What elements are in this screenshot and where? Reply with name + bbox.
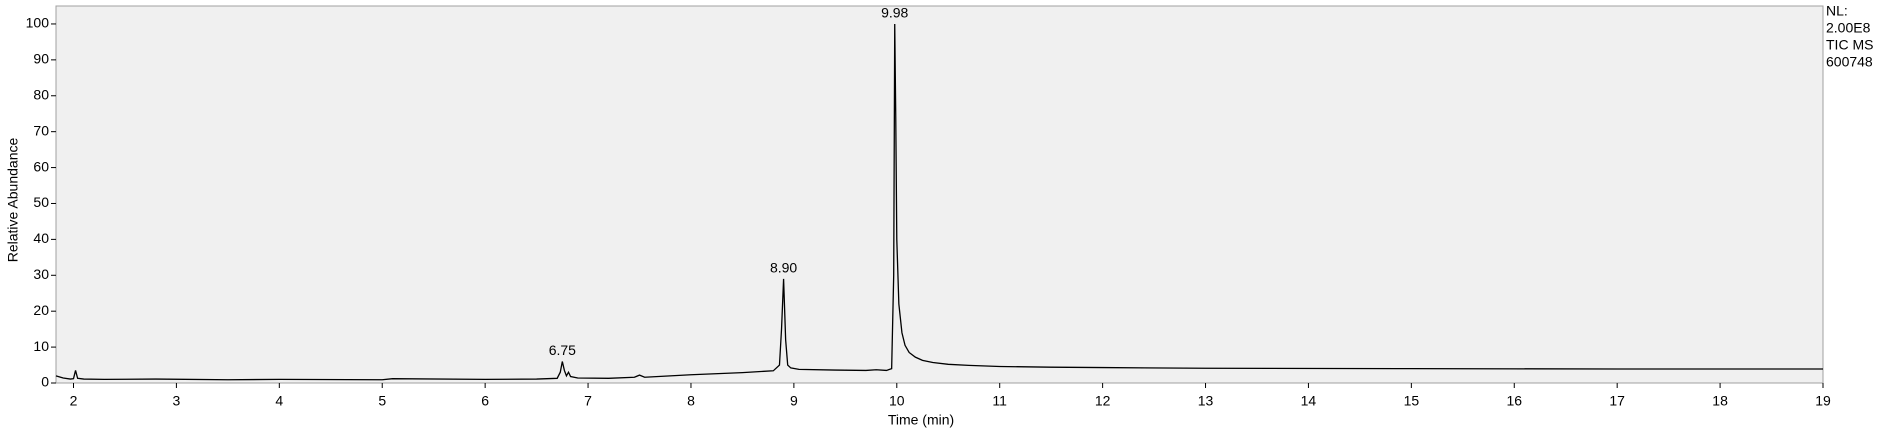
y-tick-label: 50 [33,194,49,210]
peak-label: 6.75 [549,342,576,358]
x-tick-label: 3 [173,393,181,409]
y-axis-label: Relative Abundance [5,138,21,263]
x-tick-label: 6 [481,393,489,409]
x-tick-label: 14 [1301,393,1317,409]
peak-label: 8.90 [770,260,797,276]
x-tick-label: 7 [584,393,592,409]
x-tick-label: 18 [1712,393,1728,409]
x-tick-label: 15 [1404,393,1420,409]
y-tick-label: 0 [41,374,49,390]
y-tick-label: 80 [33,86,49,102]
y-tick-label: 70 [33,122,49,138]
x-tick-label: 2 [70,393,78,409]
x-axis-label: Time (min) [888,412,954,428]
y-tick-label: 30 [33,266,49,282]
y-tick-label: 20 [33,302,49,318]
side-label: TIC MS [1826,37,1873,53]
x-tick-label: 12 [1095,393,1111,409]
x-tick-label: 17 [1609,393,1625,409]
x-tick-label: 9 [790,393,798,409]
x-tick-label: 4 [275,393,283,409]
x-tick-label: 19 [1815,393,1831,409]
side-label: 600748 [1826,54,1873,70]
x-tick-label: 11 [992,393,1007,409]
peak-label: 9.98 [881,5,908,21]
y-tick-label: 100 [26,15,50,31]
y-tick-label: 60 [33,158,49,174]
x-tick-label: 16 [1506,393,1522,409]
x-tick-label: 5 [378,393,386,409]
y-tick-label: 90 [33,51,49,67]
plot-area [55,5,1824,384]
x-tick-label: 8 [687,393,695,409]
side-label: NL: [1826,3,1848,19]
x-tick-label: 13 [1198,393,1214,409]
x-tick-label: 10 [889,393,905,409]
chromatogram-line [55,23,1823,381]
y-tick-label: 40 [33,230,49,246]
side-label: 2.00E8 [1826,20,1871,36]
y-tick-label: 10 [33,338,49,354]
